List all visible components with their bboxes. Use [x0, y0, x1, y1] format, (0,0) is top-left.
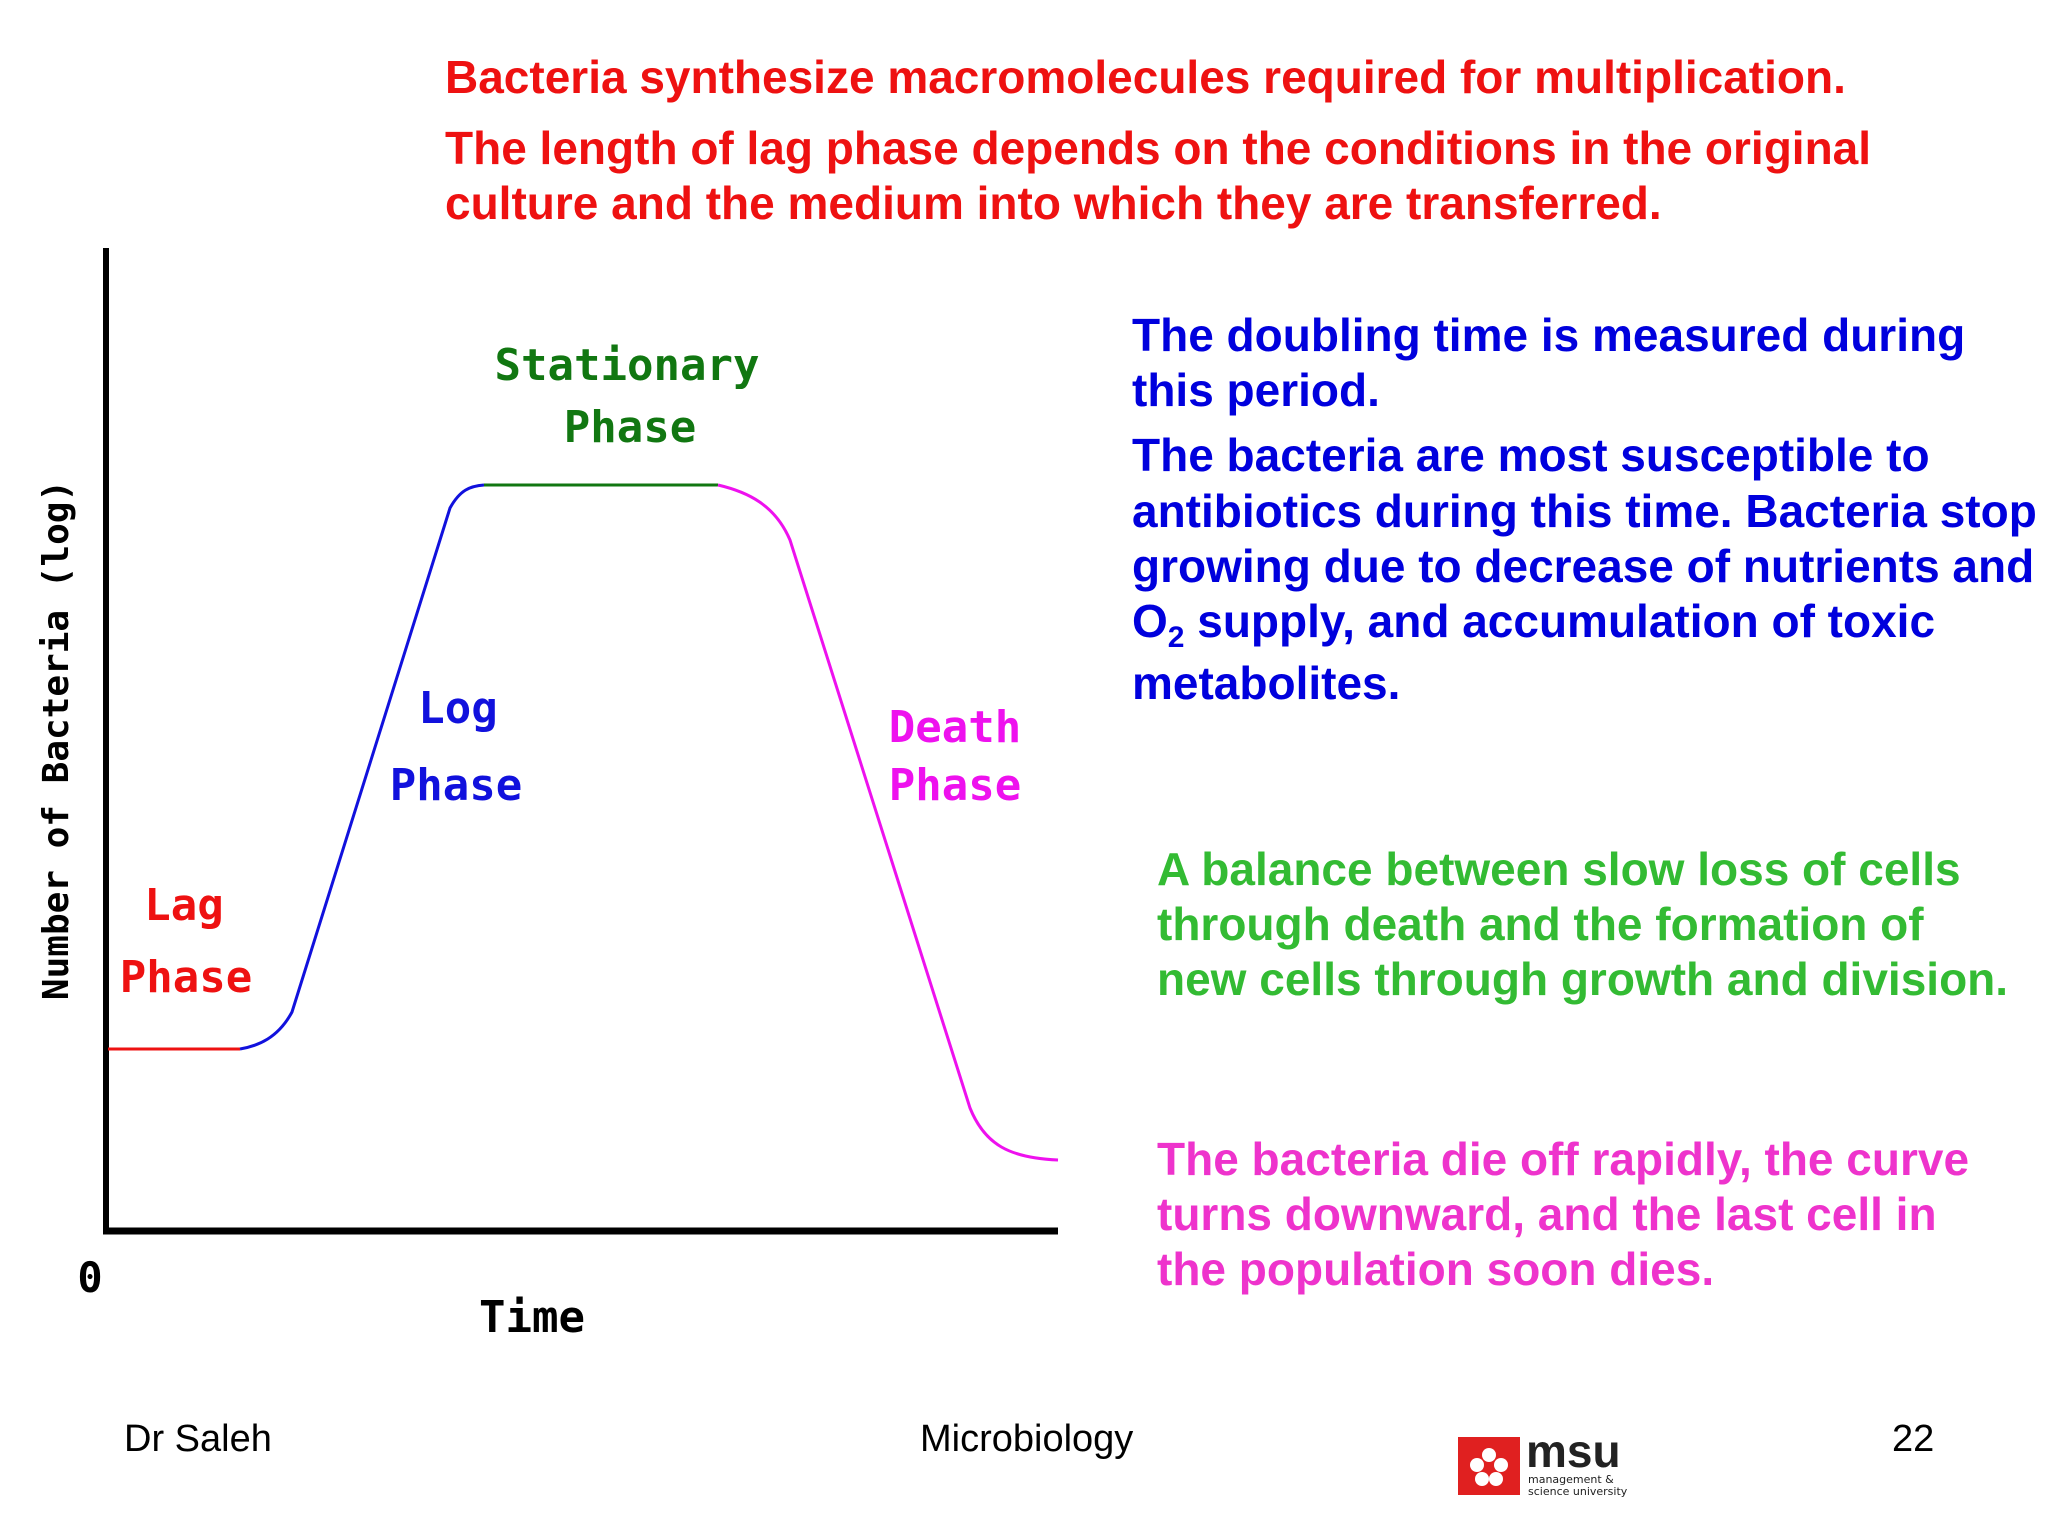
stationary-phase-note: A balance between slow loss of cells thr… [1157, 843, 2009, 1006]
lag-phase-label-1: Lag [144, 880, 223, 931]
x-axis-label: Time [479, 1292, 585, 1343]
death-phase-note: The bacteria die off rapidly, the curve … [1157, 1133, 1970, 1296]
logo-sub-2: science university [1528, 1485, 1628, 1497]
death-phase-label-2: Phase [889, 760, 1021, 811]
log-phase-curve [239, 483, 485, 1051]
o2-subscript: 2 [1167, 621, 1185, 655]
lag-phase-label-2: Phase [120, 952, 252, 1003]
msu-logo-graphic: msu management & science university [1458, 1425, 1628, 1498]
stationary-phase-label-1: Stationary [495, 340, 760, 391]
y-axis-label: Number of Bacteria (log) [36, 480, 77, 1000]
log-note-2-tail: supply, and accumulation of toxic metabo… [1132, 594, 1936, 710]
logo-wordmark: msu [1526, 1425, 1621, 1477]
footer-author: Dr Saleh [124, 1418, 272, 1460]
growth-curve-diagram: Number of Bacteria (log) 0 Time Lag Phas… [36, 248, 1059, 1343]
log-note-1: The doubling time is measured during thi… [1132, 309, 1966, 417]
log-note-2: The bacteria are most susceptible to ant… [1132, 428, 2037, 711]
death-phase-label-1: Death [889, 702, 1021, 753]
lag-note-2: The length of lag phase depends on the c… [445, 122, 1872, 230]
lag-phase-notes: Bacteria synthesize macromolecules requi… [445, 50, 2025, 248]
origin-label: 0 [77, 1253, 102, 1302]
lag-note-1: Bacteria synthesize macromolecules requi… [445, 51, 1846, 103]
log-phase-label-2: Phase [390, 760, 522, 811]
log-phase-label-1: Log [418, 683, 497, 734]
stationary-phase-label-2: Phase [564, 402, 696, 453]
footer-course: Microbiology [920, 1418, 1134, 1460]
log-phase-notes: The doubling time is measured during thi… [1132, 308, 2037, 721]
logo-sub-1: management & [1528, 1473, 1614, 1486]
msu-logo: msu management & science university [1458, 1425, 1668, 1498]
death-phase-curve [717, 483, 1059, 1162]
footer-page-number: 22 [1892, 1418, 1935, 1460]
log-note-2-text: The bacteria are most susceptible to ant… [1132, 429, 2037, 647]
hibiscus-icon [1470, 1448, 1508, 1486]
